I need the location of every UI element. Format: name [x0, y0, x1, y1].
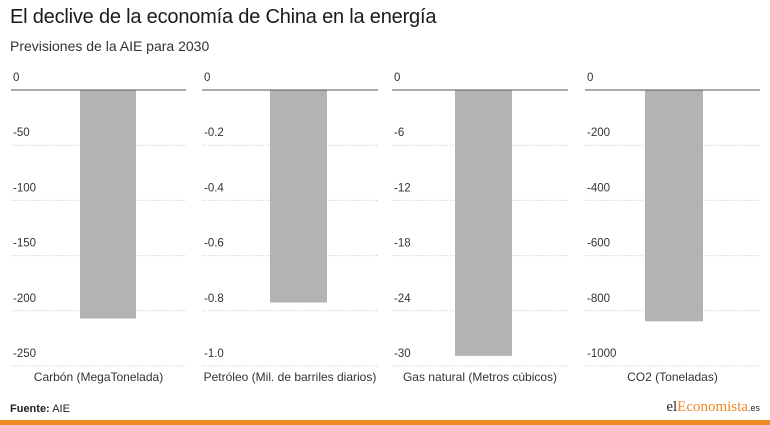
- y-tick-label: -30: [394, 348, 411, 360]
- y-tick-label: -1.0: [204, 348, 224, 360]
- y-tick-label: -400: [587, 182, 610, 194]
- category-label: Petróleo (Mil. de barriles diarios): [204, 370, 377, 384]
- y-tick-label: -200: [13, 293, 36, 305]
- y-tick-label: -100: [13, 182, 36, 194]
- y-tick-label: -1000: [587, 348, 616, 360]
- y-tick-label: -800: [587, 293, 610, 305]
- bar: [455, 90, 512, 356]
- category-label: Gas natural (Metros cúbicos): [403, 370, 557, 384]
- category-label: Carbón (MegaTonelada): [34, 370, 163, 384]
- y-tick-label: 0: [587, 72, 593, 84]
- bar: [645, 90, 703, 322]
- y-tick-label: 0: [204, 72, 210, 84]
- y-tick-label: 0: [394, 72, 400, 84]
- y-tick-label: -150: [13, 238, 36, 250]
- y-tick-label: -0.2: [204, 127, 224, 139]
- y-tick-label: 0: [13, 72, 19, 84]
- logo-part-1: el: [666, 399, 678, 415]
- y-tick-label: -24: [394, 293, 411, 305]
- y-tick-label: -0.4: [204, 182, 224, 194]
- category-label: CO2 (Toneladas): [627, 370, 718, 384]
- chart-title: El declive de la economía de China en la…: [10, 6, 437, 28]
- y-tick-label: -200: [587, 127, 610, 139]
- logo-part-3: .es: [747, 403, 760, 413]
- chart-subtitle: Previsiones de la AIE para 2030: [10, 38, 210, 54]
- y-tick-label: -6: [394, 127, 404, 139]
- source-note: Fuente: AIE: [10, 403, 70, 415]
- source-label: Fuente:: [10, 403, 50, 415]
- eleconomista-logo[interactable]: elEconomista.es: [666, 399, 760, 416]
- y-tick-label: -18: [394, 238, 411, 250]
- y-tick-label: -600: [587, 238, 610, 250]
- logo-part-2: Economista: [677, 399, 748, 415]
- y-tick-label: -0.8: [204, 293, 224, 305]
- y-tick-label: -12: [394, 182, 411, 194]
- source-value: AIE: [52, 403, 70, 415]
- y-tick-label: -50: [13, 127, 30, 139]
- y-tick-label: -0.6: [204, 238, 224, 250]
- bar: [80, 90, 136, 319]
- footer-accent-bar: [0, 420, 770, 425]
- y-tick-label: -250: [13, 348, 36, 360]
- bar: [270, 90, 327, 303]
